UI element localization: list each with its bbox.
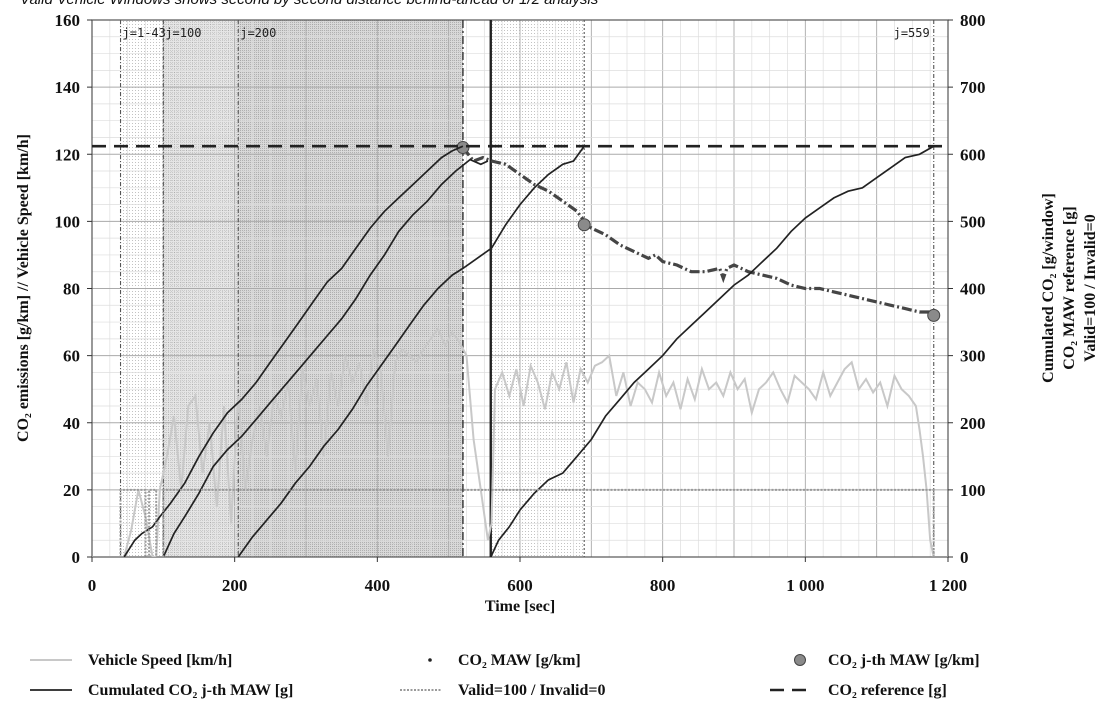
y-left-tick-label: 140 bbox=[55, 78, 81, 97]
x-tick-label: 1 200 bbox=[929, 576, 967, 595]
legend-item-cumulated: Cumulated CO₂ j-th MAW [g] bbox=[30, 682, 293, 699]
x-tick-label: 800 bbox=[650, 576, 676, 595]
legend-label: Cumulated CO₂ j-th MAW [g] bbox=[88, 682, 293, 699]
legend-item-maw: CO₂ MAW [g/km] bbox=[428, 652, 581, 669]
y-right-tick-label: 300 bbox=[960, 347, 986, 366]
x-tick-label: 1 000 bbox=[786, 576, 824, 595]
legend: Vehicle Speed [km/h] CO₂ MAW [g/km] CO₂ j-… bbox=[30, 652, 980, 699]
legend-label: Vehicle Speed [km/h] bbox=[88, 652, 232, 669]
y-left-tick-label: 120 bbox=[55, 145, 81, 164]
window-marker-label-3: j=559 bbox=[894, 26, 930, 40]
window-marker-label-1: j=100 bbox=[165, 26, 201, 40]
cumulated-co2-curve-1 bbox=[162, 158, 489, 557]
cumulated-co2-curve-2 bbox=[237, 145, 585, 557]
y-right-tick-label: 600 bbox=[960, 145, 986, 164]
valid-line bbox=[92, 488, 948, 557]
window-boundary-lines bbox=[119, 20, 935, 557]
y-right-tick-label: 500 bbox=[960, 212, 986, 231]
series-layer bbox=[92, 141, 948, 557]
x-tick-label: 400 bbox=[365, 576, 391, 595]
window-marker-label-2: j=200 bbox=[240, 26, 276, 40]
y-right-tick-label: 0 bbox=[960, 548, 969, 567]
window-marker-label-0: j=1-43 bbox=[123, 26, 166, 40]
co2-jth-maw-point bbox=[577, 218, 591, 232]
x-tick-label: 0 bbox=[88, 576, 97, 595]
window-marker-labels: j=1-43 j=100 j=200 j=559 bbox=[123, 26, 930, 40]
y-left-tick-label: 100 bbox=[55, 212, 81, 231]
y-left-tick-label: 0 bbox=[72, 548, 81, 567]
axes: 0 200 400 600 800 1 000 1 200 0 20 40 60 80 100 120 14… bbox=[55, 11, 986, 595]
y-axis-right-title-1: Cumulated CO₂ [g/window] bbox=[1040, 193, 1057, 383]
legend-label: CO₂ MAW [g/km] bbox=[458, 652, 581, 669]
y-right-tick-label: 400 bbox=[960, 280, 986, 299]
y-left-tick-label: 40 bbox=[63, 414, 80, 433]
y-axis-left-title: CO₂ emissions [g/km] // Vehicle Speed [k… bbox=[15, 134, 32, 442]
legend-item-vehicle-speed: Vehicle Speed [km/h] bbox=[30, 652, 232, 669]
legend-label: CO₂ j-th MAW [g/km] bbox=[828, 652, 980, 669]
co2-jth-maw-point bbox=[456, 141, 470, 155]
legend-label: CO₂ reference [g] bbox=[828, 682, 947, 699]
legend-swatch bbox=[428, 658, 432, 662]
y-axis-right-title-2: CO₂ MAW reference [g] bbox=[1061, 206, 1078, 369]
legend-label: Valid=100 / Invalid=0 bbox=[458, 682, 605, 699]
y-left-tick-label: 20 bbox=[63, 481, 80, 500]
y-right-tick-label: 700 bbox=[960, 78, 986, 97]
co2-jth-maw-point bbox=[927, 308, 941, 322]
cumulated-co2-curve-3 bbox=[490, 145, 935, 557]
y-right-tick-label: 100 bbox=[960, 481, 986, 500]
y-right-tick-label: 200 bbox=[960, 414, 986, 433]
top-caption: Valid Vehicle Windows shows second by se… bbox=[20, 0, 599, 8]
y-axis-right-title-3: Valid=100 / Invalid=0 bbox=[1082, 214, 1099, 361]
cumulated-co2-curve-0 bbox=[123, 145, 464, 557]
legend-item-jth-maw: CO₂ j-th MAW [g/km] bbox=[794, 652, 980, 669]
maw-line bbox=[461, 146, 934, 314]
legend-item-reference: CO₂ reference [g] bbox=[770, 682, 947, 699]
x-tick-label: 200 bbox=[222, 576, 248, 595]
x-axis-title: Time [sec] bbox=[485, 598, 555, 615]
y-left-tick-label: 160 bbox=[55, 11, 81, 30]
x-tick-label: 600 bbox=[507, 576, 533, 595]
legend-swatch bbox=[794, 654, 806, 666]
y-right-tick-label: 800 bbox=[960, 11, 986, 30]
legend-item-valid: Valid=100 / Invalid=0 bbox=[400, 682, 605, 699]
y-left-tick-label: 60 bbox=[63, 347, 80, 366]
y-left-tick-label: 80 bbox=[63, 280, 80, 299]
